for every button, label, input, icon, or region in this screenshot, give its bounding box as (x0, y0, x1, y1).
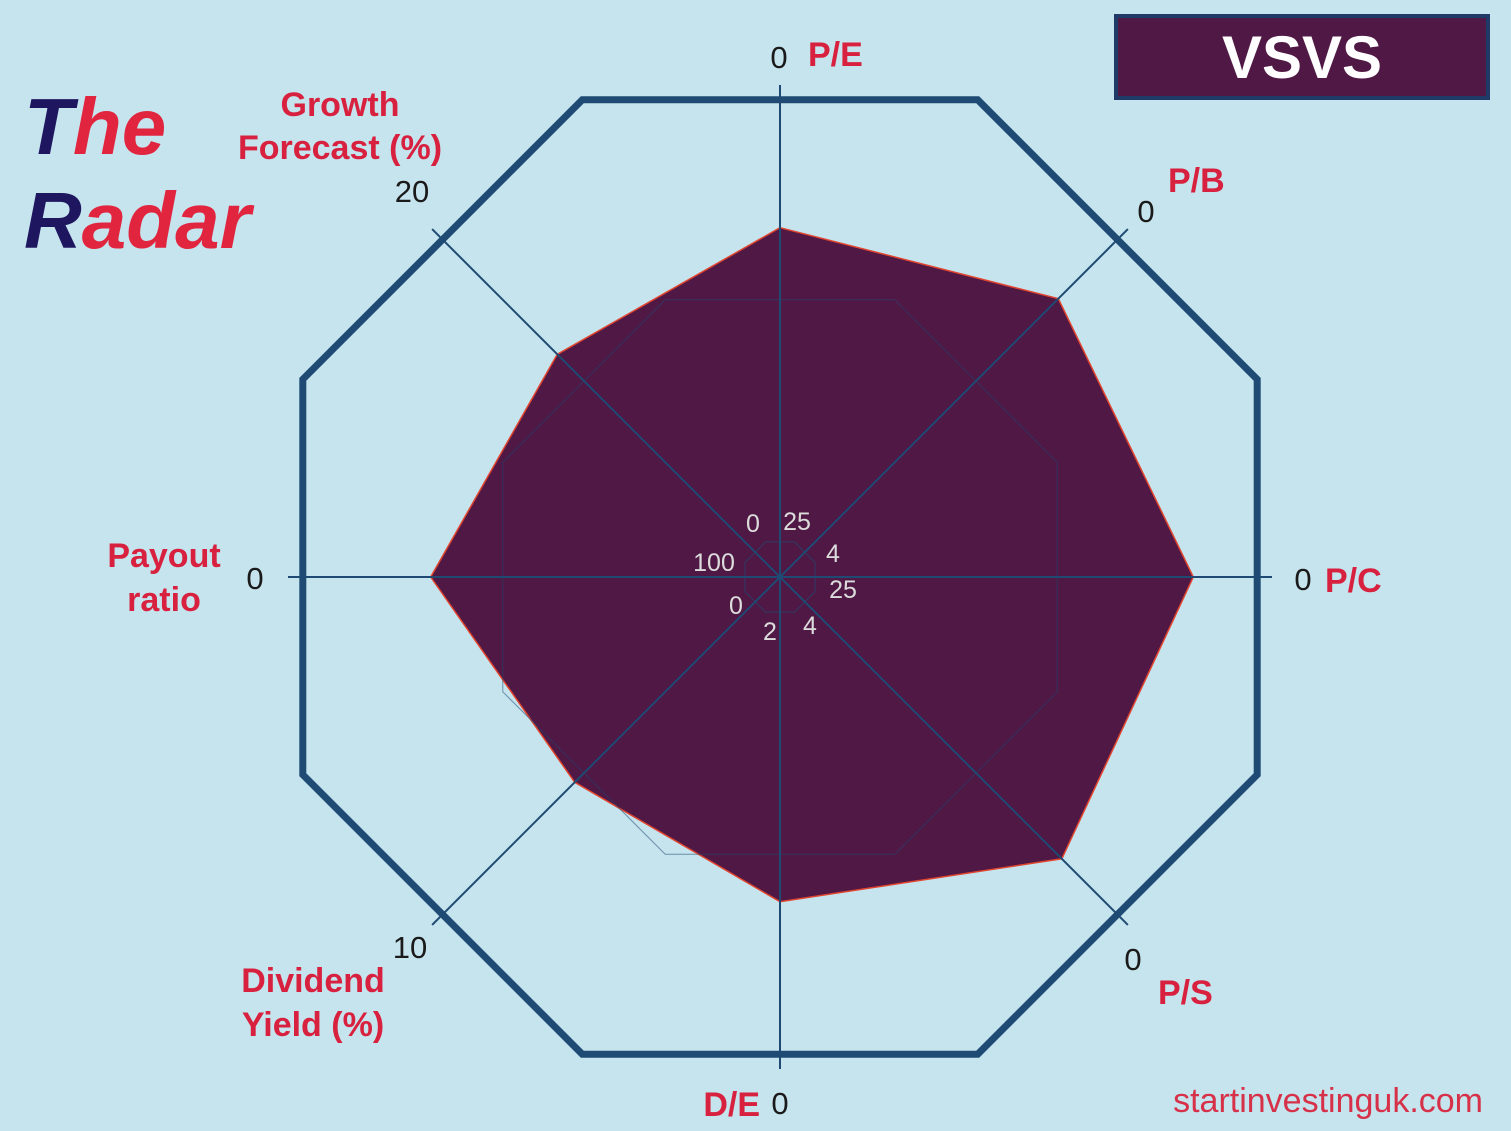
axis-label-dy-line2: Yield (%) (242, 1006, 384, 1044)
data-polygon (429, 226, 1195, 903)
outer-tick-pc: 0 (1294, 562, 1311, 597)
grid-ring-inner (744, 541, 816, 613)
axis-label-po-line2: ratio (127, 581, 201, 619)
brand-logo: The Radar (24, 80, 251, 268)
axis-label-ps: P/S (1158, 974, 1213, 1012)
outer-tick-de: 0 (771, 1086, 788, 1121)
axis-label-gf-line2: Forecast (%) (238, 129, 442, 167)
outer-tick-gf: 20 (395, 174, 429, 209)
inner-tick-pe: 25 (783, 508, 811, 536)
outer-frame (299, 96, 1261, 1058)
inner-tick-po: 100 (693, 549, 735, 577)
site-url: startinvestinguk.com (1173, 1082, 1483, 1120)
outer-tick-po: 0 (246, 561, 263, 596)
inner-tick-pc: 25 (829, 576, 857, 604)
outer-tick-ps: 0 (1124, 942, 1141, 977)
axis-label-dy-line1: Dividend (241, 962, 385, 1000)
ticker-badge: VSVS (1114, 14, 1490, 100)
axis-spoke-dy (431, 576, 781, 926)
grid-ring-outer (502, 299, 1058, 855)
inner-tick-ps: 4 (803, 612, 817, 640)
outer-tick-pb: 0 (1137, 194, 1154, 229)
brand-word-the: The (24, 82, 167, 171)
axis-label-de: D/E (703, 1086, 760, 1124)
outer-tick-pe: 0 (770, 40, 787, 75)
axis-label-pc: P/C (1325, 562, 1382, 600)
axis-label-pb: P/B (1168, 162, 1225, 200)
axis-label-po-line1: Payout (107, 537, 220, 575)
axis-spoke-gf (431, 228, 781, 578)
inner-tick-gf: 0 (746, 510, 760, 538)
axis-spoke-pb (779, 228, 1129, 578)
outer-tick-dy: 10 (393, 930, 427, 965)
inner-tick-de: 2 (763, 618, 777, 646)
inner-tick-dy: 0 (729, 592, 743, 620)
axis-label-pe: P/E (808, 36, 863, 74)
brand-word-radar: Radar (24, 176, 251, 265)
axis-label-gf-line1: Growth (281, 86, 400, 124)
inner-tick-pb: 4 (826, 540, 840, 568)
axis-spoke-ps (779, 576, 1129, 926)
